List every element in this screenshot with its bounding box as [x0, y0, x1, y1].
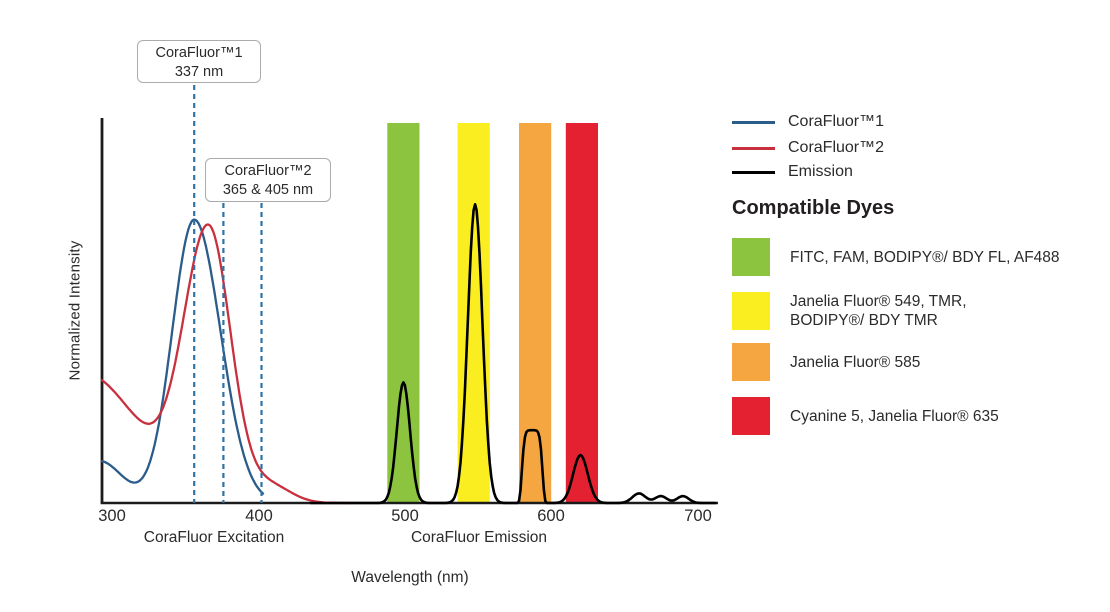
legend-item-emission: Emission — [732, 162, 853, 182]
annotation-corafluor2: CoraFluor™2 365 & 405 nm — [205, 158, 331, 202]
filter-band-0 — [387, 123, 420, 503]
dye-label: FITC, FAM, BODIPY®/ BDY FL, AF488 — [790, 248, 1060, 266]
dye-swatch-orange — [732, 343, 770, 381]
excitation-curve-corafluor1 — [100, 218, 265, 495]
dye-swatch-red — [732, 397, 770, 435]
dye-item-green: FITC, FAM, BODIPY®/ BDY FL, AF488 — [732, 238, 1102, 276]
excitation-curve-corafluor2 — [100, 223, 351, 505]
annotation-value: 337 nm — [174, 63, 224, 80]
x-tick-label: 500 — [391, 507, 419, 525]
dye-swatch-green — [732, 238, 770, 276]
x-section-label-emission: CoraFluor Emission — [410, 529, 548, 546]
x-tick-label: 400 — [245, 507, 273, 525]
y-axis-title: Normalized Intensity — [66, 240, 84, 381]
emission-line-swatch — [732, 170, 775, 174]
dye-item-yellow: Janelia Fluor® 549, TMR, BODIPY®/ BDY TM… — [732, 292, 1102, 330]
corafluor2-line-swatch — [732, 146, 775, 150]
legend-label: CoraFluor™1 — [788, 113, 885, 130]
emission-curve — [309, 203, 717, 505]
legend-item-corafluor2: CoraFluor™2 — [732, 138, 884, 158]
legend-label: CoraFluor™2 — [788, 139, 885, 156]
dye-label: Janelia Fluor® 549, TMR, BODIPY®/ BDY TM… — [790, 293, 967, 329]
annotation-title: CoraFluor™2 — [224, 163, 312, 179]
x-axis-title: Wavelength (nm) — [351, 569, 469, 586]
x-tick-label: 600 — [537, 507, 565, 525]
legend-item-corafluor1: CoraFluor™1 — [732, 112, 884, 132]
dye-item-red: Cyanine 5, Janelia Fluor® 635 — [732, 397, 1102, 435]
x-tick-label: 700 — [684, 507, 712, 525]
x-section-label-excitation: CoraFluor Excitation — [143, 529, 285, 546]
legend-label: Emission — [788, 163, 853, 180]
dye-item-orange: Janelia Fluor® 585 — [732, 343, 1102, 381]
dye-swatch-yellow — [732, 292, 770, 330]
corafluor1-line-swatch — [732, 120, 775, 124]
annotation-value: 365 & 405 nm — [222, 181, 314, 198]
annotation-corafluor1: CoraFluor™1 337 nm — [137, 40, 261, 83]
compatible-dyes-heading: Compatible Dyes — [732, 197, 895, 219]
dye-label: Janelia Fluor® 585 — [790, 353, 921, 371]
dye-label: Cyanine 5, Janelia Fluor® 635 — [790, 407, 999, 425]
filter-band-3 — [565, 123, 598, 503]
x-tick-label: 300 — [98, 507, 126, 525]
annotation-title: CoraFluor™1 — [155, 45, 243, 61]
